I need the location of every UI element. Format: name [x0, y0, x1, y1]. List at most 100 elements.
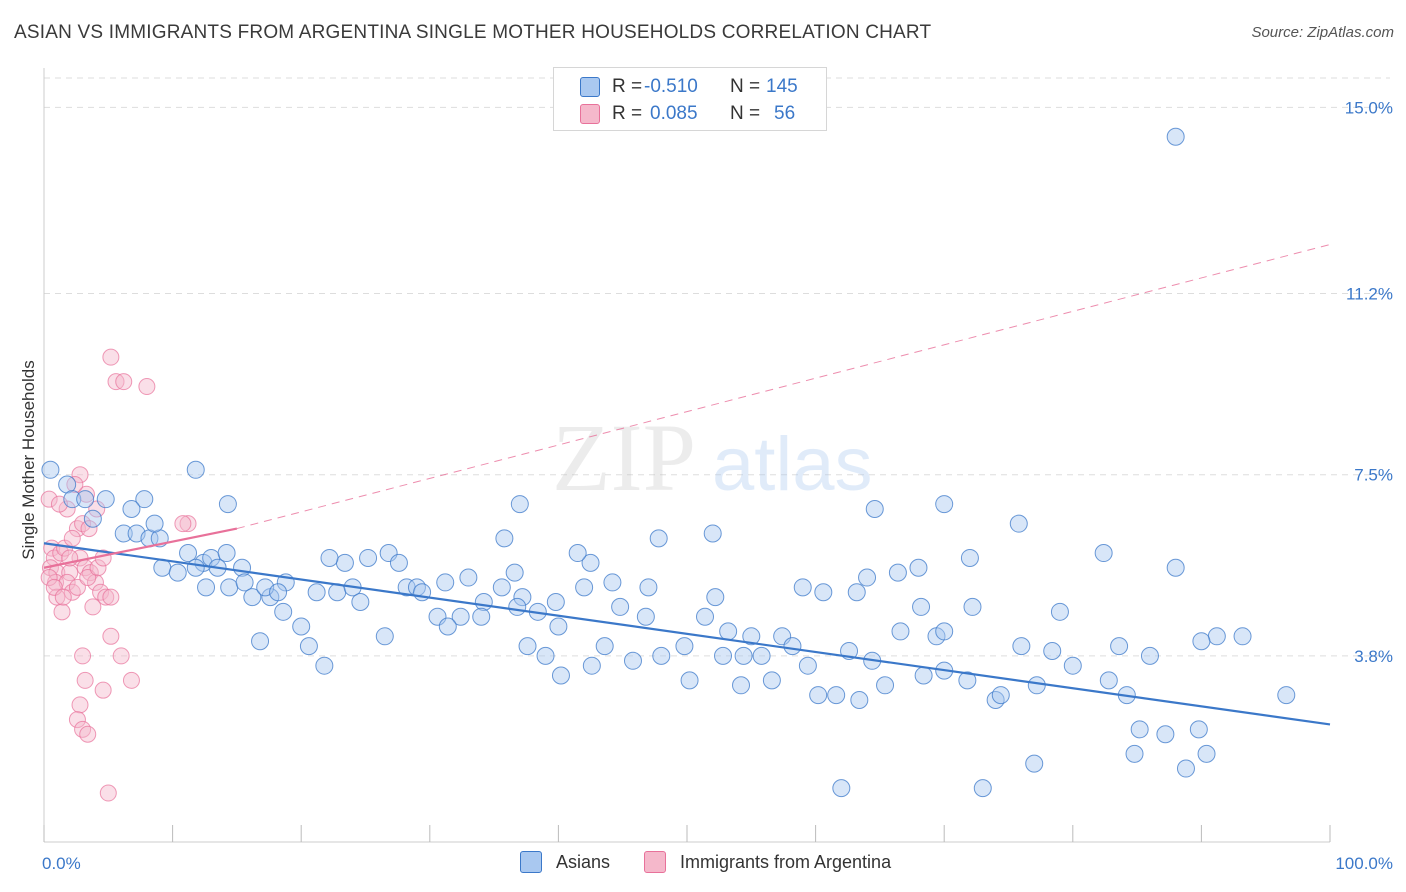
point-asian	[114, 524, 133, 543]
point-asian	[1140, 646, 1159, 665]
point-argentina	[102, 627, 120, 645]
point-argentina	[84, 598, 102, 616]
point-asian	[375, 627, 394, 646]
point-asian	[83, 509, 102, 528]
trend-line-argentina	[43, 527, 238, 569]
point-asian	[935, 622, 954, 641]
point-argentina	[79, 725, 97, 743]
point-asian	[235, 573, 254, 592]
point-argentina	[112, 647, 130, 665]
point-asian	[814, 583, 833, 602]
point-argentina	[71, 466, 89, 484]
point-asian	[389, 553, 408, 572]
point-argentina	[89, 559, 107, 577]
point-asian	[1156, 725, 1175, 744]
point-asian	[1110, 637, 1129, 656]
point-asian	[706, 588, 725, 607]
point-asian	[582, 656, 601, 675]
point-argentina	[80, 520, 98, 538]
point-argentina	[48, 588, 66, 606]
point-asian	[742, 627, 761, 646]
point-asian	[505, 563, 524, 582]
point-argentina	[66, 475, 84, 493]
point-asian	[299, 637, 318, 656]
point-asian	[63, 490, 82, 509]
point-asian	[217, 544, 236, 563]
point-asian	[1233, 627, 1252, 646]
point-asian	[1027, 676, 1046, 695]
point-asian	[472, 607, 491, 626]
series-immigrants-from-argentina	[40, 348, 197, 802]
bottom-legend-asians[interactable]: Asians	[520, 851, 610, 873]
point-asian	[518, 637, 537, 656]
point-asian	[186, 460, 205, 479]
legend-r-label: R =	[612, 103, 643, 124]
point-asian	[220, 578, 239, 597]
point-asian	[536, 646, 555, 665]
point-asian	[269, 583, 288, 602]
chart-title: ASIAN VS IMMIGRANTS FROM ARGENTINA SINGL…	[14, 22, 932, 43]
point-argentina	[102, 588, 120, 606]
point-asian	[459, 568, 478, 587]
legend-label-asians: Asians	[556, 851, 611, 872]
point-asian	[451, 607, 470, 626]
point-asian	[675, 637, 694, 656]
x-tick-label-min: 0.0%	[42, 854, 81, 873]
point-asian	[865, 499, 884, 518]
point-asian	[1166, 127, 1185, 146]
point-asian	[809, 686, 828, 705]
legend-swatch-blue	[580, 77, 600, 97]
y-axis-label: Single Mother Households	[19, 360, 38, 559]
legend-swatch-blue	[520, 851, 542, 873]
watermark-atlas: atlas	[712, 422, 873, 507]
point-asian	[122, 499, 141, 518]
point-asian	[703, 524, 722, 543]
point-asian	[1094, 544, 1113, 563]
bottom-legend-argentina[interactable]: Immigrants from Argentina	[644, 851, 891, 873]
point-asian	[623, 651, 642, 670]
point-asian	[891, 622, 910, 641]
point-asian	[960, 548, 979, 567]
point-asian	[719, 622, 738, 641]
point-asian	[935, 495, 954, 514]
legend-r-value: -0.510	[644, 76, 698, 97]
point-asian	[320, 548, 339, 567]
point-asian	[1050, 602, 1069, 621]
point-asian	[1277, 686, 1296, 705]
point-argentina	[97, 588, 115, 606]
point-asian	[876, 676, 895, 695]
point-asian	[1197, 744, 1216, 763]
point-asian	[991, 686, 1010, 705]
point-asian	[752, 646, 771, 665]
point-argentina	[99, 784, 117, 802]
point-asian	[508, 597, 527, 616]
watermark: ZIP atlas	[552, 404, 873, 511]
point-asian	[351, 593, 370, 612]
point-asian	[827, 686, 846, 705]
point-asian	[1063, 656, 1082, 675]
point-asian	[549, 617, 568, 636]
watermark-zip: ZIP	[552, 404, 696, 511]
point-asian	[1009, 514, 1028, 533]
point-asian	[186, 558, 205, 577]
point-asian	[912, 597, 931, 616]
point-argentina	[88, 500, 106, 518]
point-asian	[197, 578, 216, 597]
point-asian	[793, 578, 812, 597]
point-asian	[1125, 744, 1144, 763]
x-tick-labels: 0.0% 100.0%	[42, 854, 1393, 873]
axes	[43, 68, 1331, 843]
point-argentina	[138, 378, 156, 396]
point-asian	[436, 573, 455, 592]
y-tick-labels: 3.8% 7.5% 11.2% 15.0%	[1345, 98, 1393, 666]
legend-n-label: N =	[730, 103, 761, 124]
point-asian	[696, 607, 715, 626]
legend-n-label: N =	[730, 76, 761, 97]
point-asian	[986, 690, 1005, 709]
point-argentina	[63, 529, 81, 547]
point-asian	[76, 490, 95, 509]
point-asian	[218, 495, 237, 514]
point-argentina	[174, 515, 192, 533]
point-asian	[973, 779, 992, 798]
point-argentina	[102, 348, 120, 366]
